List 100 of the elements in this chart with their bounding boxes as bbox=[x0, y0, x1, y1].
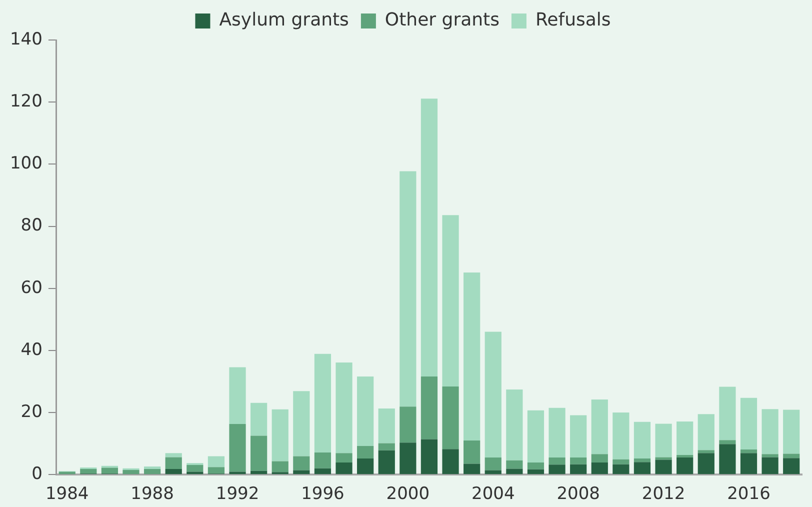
bar bbox=[314, 354, 332, 453]
bar bbox=[676, 458, 694, 474]
x-tick-label: 2000 bbox=[386, 484, 430, 504]
bar bbox=[548, 408, 566, 458]
bar bbox=[527, 469, 544, 474]
x-tick-label: 2008 bbox=[556, 484, 600, 504]
bar bbox=[314, 452, 332, 468]
bar bbox=[464, 272, 480, 440]
bar bbox=[293, 391, 310, 456]
bar bbox=[400, 171, 416, 407]
x-tick-label: 1988 bbox=[130, 484, 174, 504]
bar bbox=[250, 436, 268, 471]
bar bbox=[698, 453, 714, 474]
bar bbox=[570, 415, 587, 458]
bar bbox=[740, 449, 758, 454]
bar bbox=[612, 412, 630, 460]
bar bbox=[527, 410, 544, 462]
bar bbox=[570, 458, 587, 464]
bar bbox=[719, 444, 736, 474]
bar bbox=[208, 456, 225, 468]
x-tick-label: 1996 bbox=[301, 484, 344, 504]
bar bbox=[612, 459, 630, 464]
bar bbox=[400, 406, 416, 443]
bar bbox=[293, 470, 310, 474]
y-tick-label: 40 bbox=[20, 340, 42, 360]
bar bbox=[229, 367, 246, 424]
bar bbox=[591, 454, 608, 462]
bar bbox=[378, 408, 395, 444]
bar bbox=[570, 464, 587, 474]
bar bbox=[250, 402, 268, 436]
x-tick-label: 1984 bbox=[45, 484, 89, 504]
bar bbox=[442, 386, 459, 450]
bar bbox=[272, 409, 288, 462]
y-tick-label: 100 bbox=[10, 154, 42, 174]
bar bbox=[442, 215, 459, 386]
bar bbox=[655, 457, 672, 460]
bar bbox=[783, 458, 800, 474]
bar bbox=[740, 398, 758, 450]
bar bbox=[719, 440, 736, 444]
legend-label: Refusals bbox=[535, 10, 611, 31]
bar bbox=[548, 464, 566, 474]
bar bbox=[314, 468, 332, 474]
bar bbox=[634, 462, 651, 474]
bar bbox=[506, 468, 523, 474]
bar bbox=[400, 442, 416, 474]
bar bbox=[336, 362, 352, 454]
bar bbox=[634, 422, 651, 458]
x-tick-label: 2016 bbox=[727, 484, 770, 504]
legend-label: Asylum grants bbox=[219, 10, 349, 31]
bar bbox=[442, 449, 459, 474]
x-tick-label: 2004 bbox=[471, 484, 515, 504]
bar bbox=[229, 424, 246, 472]
bar bbox=[122, 470, 140, 474]
bar bbox=[272, 461, 288, 472]
bar bbox=[762, 409, 778, 454]
bar bbox=[506, 460, 523, 469]
y-tick-label: 0 bbox=[32, 464, 42, 484]
bar bbox=[762, 454, 778, 458]
bar bbox=[506, 390, 523, 460]
bar bbox=[484, 470, 502, 474]
bar bbox=[336, 453, 352, 462]
bar bbox=[165, 457, 182, 470]
bar bbox=[357, 446, 374, 458]
bar bbox=[783, 410, 800, 454]
bar bbox=[676, 455, 694, 458]
bar bbox=[612, 464, 630, 474]
y-tick-label: 20 bbox=[20, 402, 42, 422]
bar bbox=[208, 467, 225, 474]
bar bbox=[420, 439, 438, 474]
y-tick-label: 120 bbox=[10, 92, 42, 112]
bar bbox=[740, 453, 758, 474]
bar bbox=[80, 469, 97, 474]
legend-label: Other grants bbox=[384, 10, 500, 31]
bar bbox=[144, 466, 161, 470]
bar bbox=[783, 454, 800, 458]
x-tick-label: 1992 bbox=[216, 484, 260, 504]
bar bbox=[378, 443, 395, 450]
bar bbox=[144, 469, 161, 474]
bar bbox=[591, 399, 608, 454]
bar bbox=[336, 462, 352, 474]
bar bbox=[464, 440, 480, 464]
bar bbox=[165, 453, 182, 458]
bar bbox=[464, 464, 480, 474]
bar bbox=[186, 464, 204, 472]
bar bbox=[676, 422, 694, 456]
bar bbox=[165, 469, 182, 474]
bar bbox=[357, 458, 374, 474]
bar bbox=[420, 98, 438, 377]
bar bbox=[101, 468, 118, 474]
bar bbox=[634, 458, 651, 462]
y-tick-label: 140 bbox=[10, 29, 42, 50]
bar bbox=[527, 462, 544, 470]
y-tick-label: 80 bbox=[20, 216, 42, 236]
bar bbox=[420, 376, 438, 440]
bar bbox=[655, 460, 672, 474]
bar bbox=[762, 457, 778, 474]
bar bbox=[698, 450, 714, 454]
bar bbox=[719, 386, 736, 440]
bar bbox=[484, 458, 502, 470]
bar bbox=[655, 424, 672, 458]
